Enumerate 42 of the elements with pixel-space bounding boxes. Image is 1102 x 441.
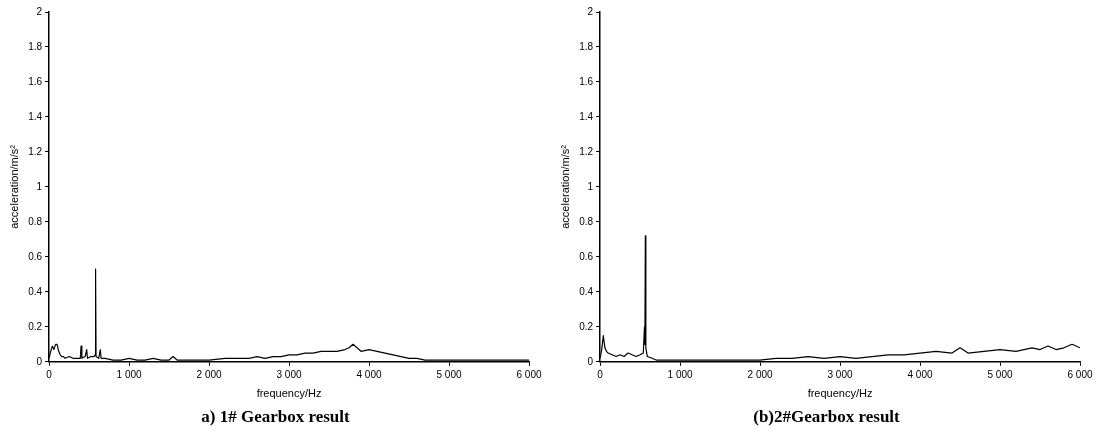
y-tick-label: 1.8: [579, 40, 594, 52]
y-tick-label: 0.4: [28, 285, 43, 297]
y-tick-label: 0.8: [579, 215, 594, 227]
y-tick-label: 1: [587, 180, 594, 192]
y-tick-label: 1.2: [579, 145, 594, 157]
y-tick-label: 0.8: [28, 215, 43, 227]
y-tick-label: 2: [587, 5, 594, 17]
y-tick-label: 1.4: [28, 110, 43, 122]
x-tick-label: 2 000: [196, 368, 223, 380]
x-tick-label: 4 000: [356, 368, 382, 380]
x-tick-label: 0: [46, 368, 53, 380]
y-tick-label: 0: [36, 355, 43, 367]
x-tick-label: 5 000: [987, 368, 1013, 380]
x-tick-label: 3 000: [827, 368, 853, 380]
y-tick-label: 1.4: [579, 110, 594, 122]
x-tick-label: 0: [597, 368, 604, 380]
x-axis-title: frequency/Hz: [256, 387, 322, 400]
x-tick-label: 6 000: [516, 368, 542, 380]
y-tick-label: 0.2: [579, 320, 594, 332]
y-axis-title: acceleration/m/s²: [558, 144, 571, 229]
y-tick-label: 0: [587, 355, 594, 367]
x-tick-label: 1 000: [667, 368, 694, 380]
y-axis-title: acceleration/m/s²: [7, 144, 20, 229]
x-tick-label: 5 000: [436, 368, 462, 380]
y-tick-label: 2: [36, 5, 43, 17]
x-tick-label: 3 000: [276, 368, 302, 380]
y-tick-label: 0.6: [579, 250, 594, 262]
y-tick-label: 1.6: [28, 75, 43, 87]
text: (b)2#Gearbox result: [752, 406, 901, 428]
x-tick-label: 6 000: [1067, 368, 1093, 380]
x-tick-label: 1 000: [116, 368, 143, 380]
y-tick-label: 0.2: [28, 320, 43, 332]
x-tick-label: 2 000: [747, 368, 774, 380]
y-tick-label: 0.4: [579, 285, 594, 297]
x-tick-label: 4 000: [907, 368, 933, 380]
y-tick-label: 0.6: [28, 250, 43, 262]
y-tick-label: 1.8: [28, 40, 43, 52]
x-axis-title: frequency/Hz: [807, 387, 873, 400]
y-tick-label: 1.6: [579, 75, 594, 87]
y-tick-label: 1: [36, 180, 43, 192]
text: a) 1# Gearbox result: [200, 406, 351, 428]
y-tick-label: 1.2: [28, 145, 43, 157]
